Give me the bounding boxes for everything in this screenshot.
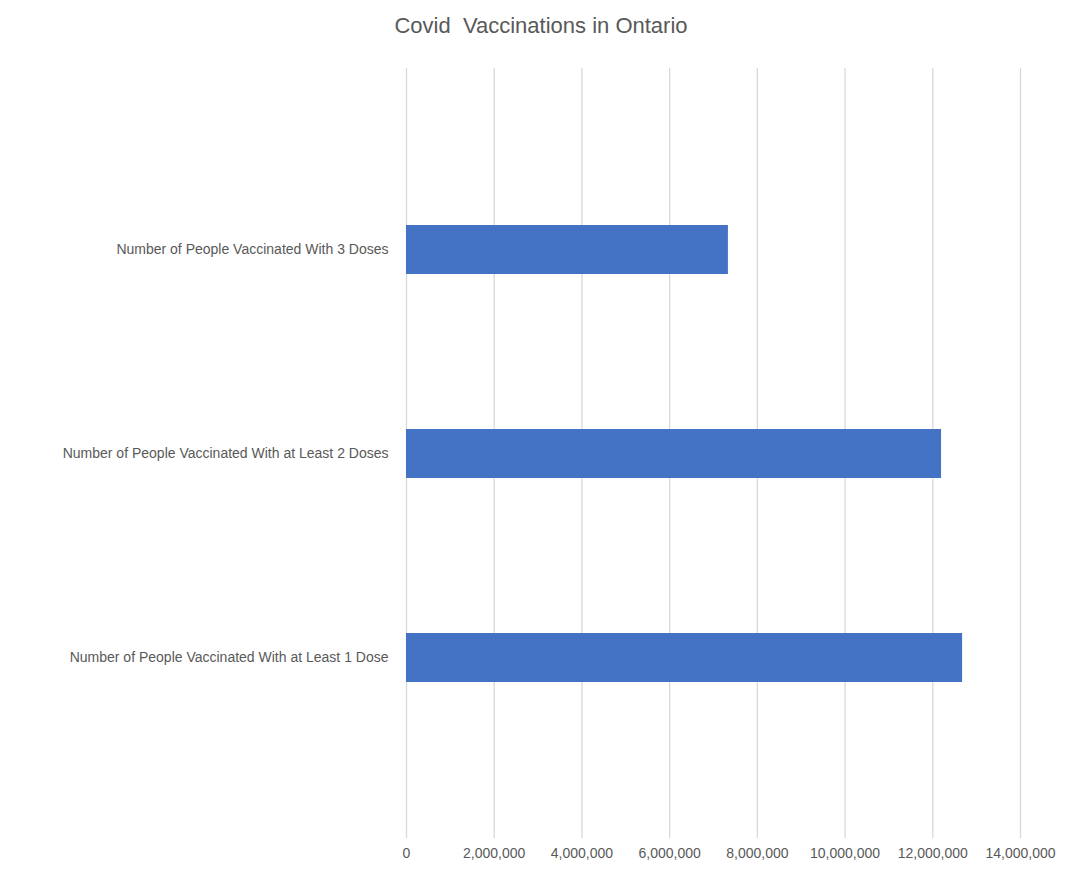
- svg-text:6,000,000: 6,000,000: [638, 845, 700, 861]
- svg-text:Number of People Vaccinated Wi: Number of People Vaccinated With 3 Doses: [116, 241, 388, 257]
- svg-text:2,000,000: 2,000,000: [463, 845, 525, 861]
- html-text:Covid Vaccinations in Ontario: Covid Vaccinations in Ontario: [394, 13, 688, 38]
- svg-text:8,000,000: 8,000,000: [726, 845, 788, 861]
- svg-text:4,000,000: 4,000,000: [551, 845, 613, 861]
- svg-text:Number of People Vaccinated Wi: Number of People Vaccinated With at Leas…: [63, 445, 389, 461]
- svg-text:0: 0: [403, 845, 411, 861]
- svg-text:Number of People Vaccinated Wi: Number of People Vaccinated With at Leas…: [70, 649, 389, 665]
- svg-text:12,000,000: 12,000,000: [898, 845, 968, 861]
- svg-text:10,000,000: 10,000,000: [810, 845, 880, 861]
- svg-text:14,000,000: 14,000,000: [985, 845, 1055, 861]
